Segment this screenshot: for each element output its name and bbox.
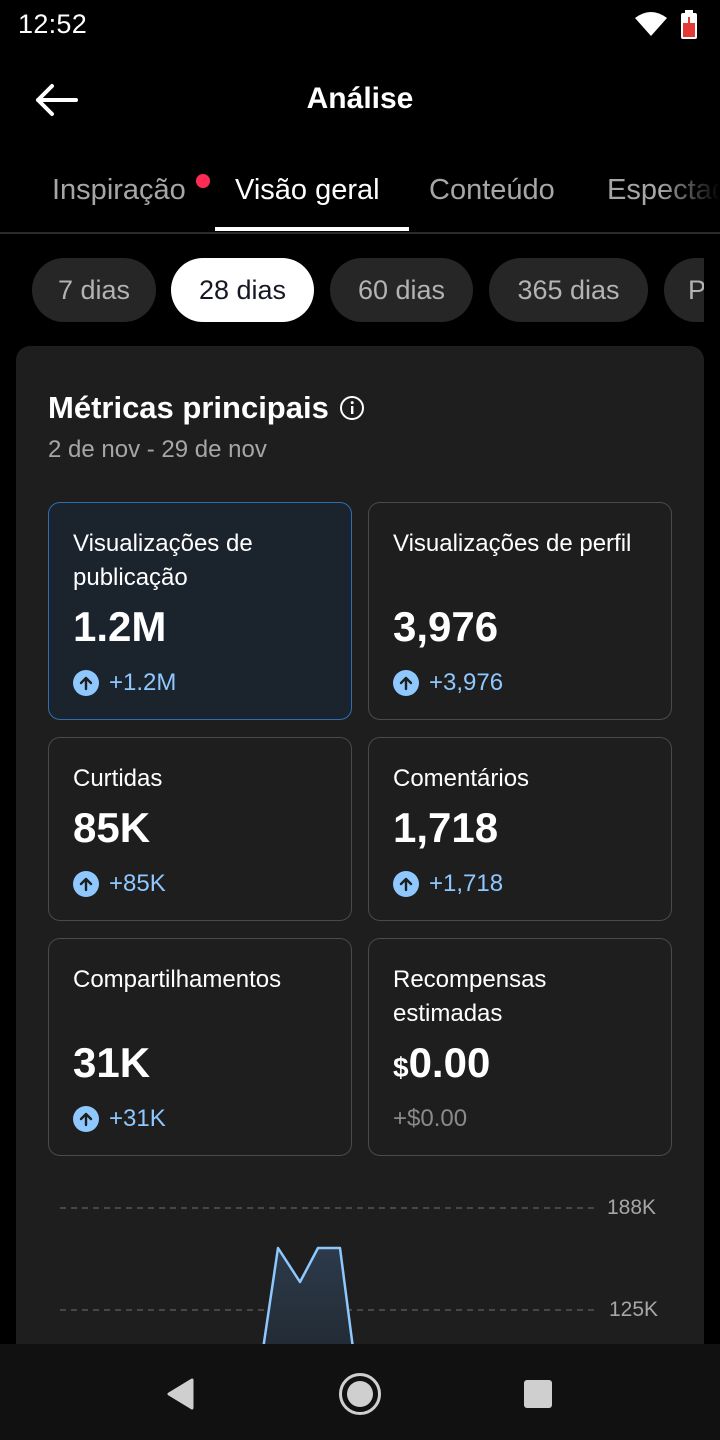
range-28-dias[interactable]: 28 dias: [171, 258, 314, 322]
metrics-title-text: Métricas principais: [48, 390, 329, 425]
metric-label: Curtidas: [73, 765, 163, 792]
metric-value: 1,718: [393, 804, 499, 851]
triangle-back-icon: [167, 1378, 194, 1410]
tab-visao-geral[interactable]: Visão geral: [235, 174, 380, 206]
metric-change: +85K: [73, 870, 166, 898]
currency-symbol: $: [393, 1052, 409, 1083]
metric-comments[interactable]: Comentários 1,718 +1,718: [368, 737, 672, 921]
status-icons: [634, 10, 698, 40]
metric-label: Visualizações de publicação: [73, 530, 253, 591]
metric-change: +1,718: [393, 870, 503, 898]
page-title: Análise: [306, 82, 414, 115]
nav-home-button[interactable]: [338, 1372, 382, 1416]
metric-change: +31K: [73, 1105, 166, 1133]
metrics-card: Métricas principais 2 de nov - 29 de nov…: [16, 346, 704, 1356]
battery-icon: [681, 10, 697, 39]
date-range-chips: 7 dias 28 dias 60 dias 365 dias P: [0, 258, 704, 322]
metric-likes[interactable]: Curtidas 85K +85K: [48, 737, 352, 921]
metric-change-value: +1.2M: [109, 669, 177, 696]
metric-change-value: +$0.00: [393, 1105, 468, 1132]
metric-shares[interactable]: Compartilhamentos 31K +31K: [48, 938, 352, 1156]
circle-home-icon: [339, 1373, 381, 1415]
metric-profile-views[interactable]: Visualizações de perfil 3,976 +3,976: [368, 502, 672, 720]
tab-bar: Inspiração Visão geral Conteúdo Espectad…: [0, 150, 720, 234]
arrow-up-icon: [393, 871, 419, 897]
wifi-icon: [635, 12, 667, 36]
tab-inspiracao[interactable]: Inspiração: [52, 174, 186, 206]
metric-label: Visualizações de perfil: [393, 530, 632, 557]
date-range-text: 2 de nov - 29 de nov: [48, 436, 267, 463]
metric-value-number: 0.00: [408, 1039, 491, 1086]
tab-fade: [660, 150, 720, 232]
metric-estimated-rewards[interactable]: Recompensas estimadas $0.00 +$0.00: [368, 938, 672, 1156]
nav-back-button[interactable]: [158, 1372, 202, 1416]
metrics-chart: 188K 125K: [16, 1186, 704, 1356]
arrow-left-icon: [36, 84, 78, 116]
system-nav-bar: [0, 1344, 720, 1440]
app-header: Análise: [0, 60, 720, 144]
metric-value: $0.00: [393, 1039, 490, 1087]
status-bar: 12:52: [0, 0, 720, 50]
range-365-dias[interactable]: 365 dias: [489, 258, 648, 322]
metric-value: 31K: [73, 1039, 151, 1086]
info-icon[interactable]: [339, 395, 365, 421]
metric-label: Recompensas estimadas: [393, 966, 547, 1027]
arrow-up-icon: [73, 871, 99, 897]
metric-change: +1.2M: [73, 669, 176, 697]
metric-change-value: +31K: [109, 1105, 166, 1132]
chart-svg: [60, 1207, 594, 1356]
y-tick-label: 125K: [609, 1298, 659, 1321]
tab-conteudo[interactable]: Conteúdo: [429, 174, 555, 206]
arrow-up-icon: [73, 670, 99, 696]
metric-change-value: +1,718: [429, 870, 504, 897]
status-time: 12:52: [18, 9, 88, 39]
metric-label: Compartilhamentos: [73, 966, 282, 993]
metric-post-views[interactable]: Visualizações de publicação 1.2M +1.2M: [48, 502, 352, 720]
series-area: [260, 1246, 356, 1356]
metric-value: 1.2M: [73, 603, 167, 650]
back-button[interactable]: [30, 78, 82, 122]
range-7-dias[interactable]: 7 dias: [32, 258, 156, 322]
arrow-up-icon: [73, 1106, 99, 1132]
metric-change: +3,976: [393, 669, 503, 697]
metric-change-value: +3,976: [429, 669, 504, 696]
metric-change: +$0.00: [393, 1105, 467, 1133]
y-tick-label: 188K: [607, 1196, 657, 1219]
metric-value: 85K: [73, 804, 151, 851]
range-60-dias[interactable]: 60 dias: [330, 258, 473, 322]
arrow-up-icon: [393, 670, 419, 696]
range-personalizado[interactable]: P: [664, 258, 704, 322]
nav-recents-button[interactable]: [516, 1372, 560, 1416]
metric-value: 3,976: [393, 603, 499, 650]
notification-dot: [196, 174, 210, 188]
active-tab-indicator: [215, 227, 409, 231]
metrics-title: Métricas principais: [48, 390, 365, 426]
metric-change-value: +85K: [109, 870, 166, 897]
square-recents-icon: [524, 1380, 552, 1408]
metric-label: Comentários: [393, 765, 530, 792]
